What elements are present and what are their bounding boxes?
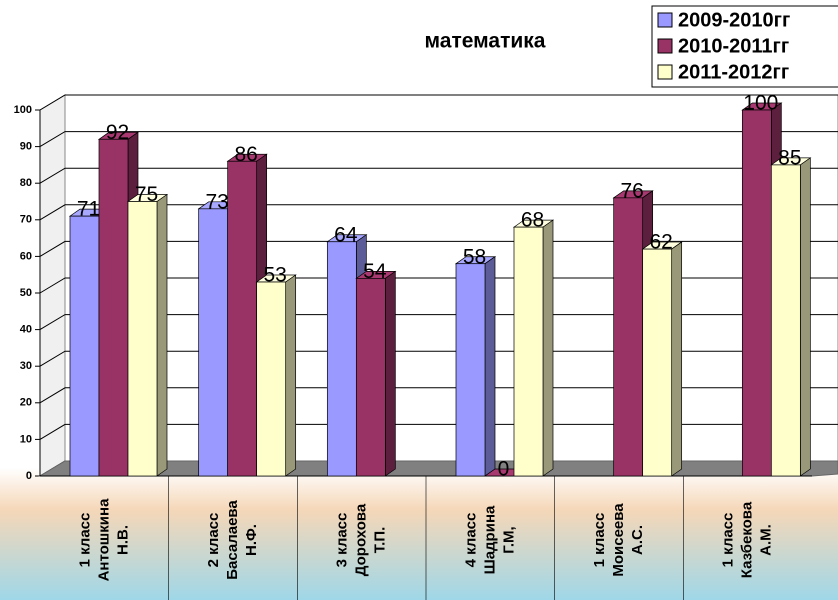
grid-line xyxy=(39,277,838,294)
legend-label: 2010-2011гг xyxy=(678,35,789,57)
x-tick-label: Шадрина xyxy=(481,505,498,574)
bar-side xyxy=(799,157,811,477)
x-tick-label: А.С. xyxy=(629,525,646,555)
bar xyxy=(512,219,555,477)
chart-title: математика xyxy=(425,30,546,53)
x-tick-label: 2 класс xyxy=(205,513,222,568)
grid-line xyxy=(39,94,838,111)
legend-swatch xyxy=(657,38,673,54)
bar-front xyxy=(256,281,287,477)
y-tick-label: 30 xyxy=(20,360,32,372)
data-label: 68 xyxy=(521,209,544,232)
bar-front xyxy=(513,226,544,477)
data-label: 0 xyxy=(498,458,510,481)
y-tick-label: 0 xyxy=(26,470,32,482)
bar-side xyxy=(671,241,683,477)
data-label: 54 xyxy=(363,260,387,283)
data-label: 71 xyxy=(77,198,100,221)
y-tick-label: 20 xyxy=(20,397,32,409)
x-tick-label: Антошкина xyxy=(95,498,112,581)
x-tick-label: Г.М, xyxy=(500,526,517,553)
bar xyxy=(355,270,397,477)
bar-front xyxy=(355,278,386,477)
x-tick-label: 1 класс xyxy=(591,513,608,568)
x-tick-label: Моисеева xyxy=(610,503,627,577)
bar-front xyxy=(69,215,100,477)
grid-line xyxy=(39,204,838,221)
data-label: 53 xyxy=(263,264,286,287)
x-tick-label: 1 класс xyxy=(76,513,93,568)
grid-line xyxy=(39,167,838,184)
x-tick-label: Казбекова xyxy=(739,501,756,578)
x-tick-label: 3 класс xyxy=(334,513,351,568)
data-label: 76 xyxy=(620,179,643,202)
data-label: 86 xyxy=(234,143,257,166)
data-label: 100 xyxy=(743,92,778,115)
y-tick-label: 70 xyxy=(20,214,32,226)
bar-front xyxy=(98,138,129,477)
bar-side xyxy=(542,219,554,477)
legend-swatch xyxy=(657,12,673,28)
bar xyxy=(641,241,683,477)
grid-line xyxy=(39,387,838,404)
data-label: 92 xyxy=(106,121,129,144)
x-tick-label: Басалаева xyxy=(224,500,241,580)
bar-front xyxy=(741,109,772,477)
bar-front xyxy=(198,208,229,477)
x-tick-label: Н.Ф. xyxy=(243,524,260,556)
y-tick-label: 100 xyxy=(14,104,32,116)
legend-swatch xyxy=(657,64,673,80)
legend-label: 2009-2010гг xyxy=(678,9,790,31)
grid-line xyxy=(39,350,838,367)
legend-box xyxy=(651,5,838,88)
grid-line xyxy=(39,423,838,440)
bar-side xyxy=(384,270,396,477)
legend-label: 2011-2012гг xyxy=(678,61,789,83)
x-tick-label: 4 класс xyxy=(462,513,479,568)
x-tick-label: 1 класс xyxy=(720,513,737,568)
y-tick-label: 10 xyxy=(20,433,32,445)
bar-front xyxy=(642,248,673,477)
data-label: 85 xyxy=(778,146,801,169)
data-label: 73 xyxy=(205,190,228,213)
bar-front xyxy=(127,201,158,477)
bar-front xyxy=(227,160,258,477)
data-label: 64 xyxy=(334,223,358,246)
bar-front xyxy=(455,263,486,477)
data-label: 62 xyxy=(649,231,672,254)
y-tick-label: 80 xyxy=(20,177,32,189)
y-tick-label: 60 xyxy=(20,250,32,262)
x-tick-label: Н.В. xyxy=(114,525,131,555)
bar xyxy=(770,157,812,477)
grid-line xyxy=(39,314,838,331)
x-tick-label: А.М. xyxy=(758,524,775,556)
x-tick-label: Т.П. xyxy=(372,527,389,554)
bar-front xyxy=(770,164,801,477)
bar xyxy=(255,274,297,477)
bar-side xyxy=(285,274,297,477)
bar-front xyxy=(613,197,644,477)
grid-line xyxy=(39,131,838,148)
bar-front xyxy=(326,241,357,477)
bar xyxy=(454,256,497,477)
x-tick-label: Дорохова xyxy=(353,503,370,576)
grid-line xyxy=(39,240,838,257)
y-tick-label: 40 xyxy=(20,324,32,336)
bar-side xyxy=(484,256,496,477)
y-tick-label: 50 xyxy=(20,287,32,299)
bar xyxy=(126,193,169,477)
data-label: 58 xyxy=(463,245,486,268)
bar-side xyxy=(156,193,168,477)
data-label: 75 xyxy=(135,183,158,206)
y-tick-label: 90 xyxy=(20,141,32,153)
